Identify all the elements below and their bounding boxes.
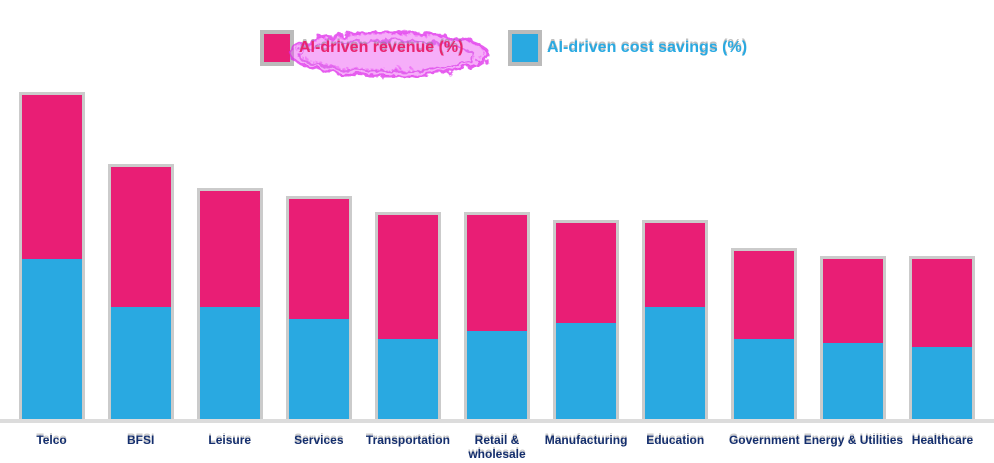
bar-segment-savings	[734, 339, 795, 419]
legend: AI-driven revenue (%) AI-driven cost sav…	[0, 30, 994, 78]
bar-column: Leisure	[185, 60, 274, 447]
bar-segment-savings	[823, 343, 884, 419]
category-label: Energy & Utilities	[803, 433, 904, 447]
legend-item-revenue: AI-driven revenue (%)	[264, 30, 490, 78]
legend-label-revenue: AI-driven revenue (%)	[299, 39, 464, 56]
stacked-bar	[645, 223, 706, 419]
bar-segment-savings	[199, 307, 260, 419]
bar-segment-savings	[21, 259, 82, 419]
bar-column: Healthcare	[898, 60, 987, 447]
bar-segment-revenue	[734, 251, 795, 339]
bar-segment-revenue	[823, 259, 884, 343]
plot-area: Telco BFSI Leisure Services Transportation Re…	[7, 60, 987, 461]
bar-column: Services	[274, 60, 363, 447]
category-label: Leisure	[208, 433, 252, 447]
category-label: BFSI	[126, 433, 155, 447]
bar-segment-savings	[912, 347, 973, 419]
legend-swatch-savings-icon	[512, 34, 538, 62]
bar-segment-revenue	[199, 191, 260, 307]
bar-segment-revenue	[288, 199, 349, 319]
stacked-bar	[912, 259, 973, 419]
bar-column: BFSI	[96, 60, 185, 447]
stacked-bar	[556, 223, 617, 419]
legend-item-savings: AI-driven cost savings (%)	[512, 33, 747, 63]
stacked-bar	[288, 199, 349, 419]
bar-column: Retail & wholesale	[452, 60, 541, 461]
category-label: Government	[728, 433, 800, 447]
stacked-bar	[21, 95, 82, 419]
bar-column: Education	[631, 60, 720, 447]
stacked-bar	[199, 191, 260, 419]
bar-segment-revenue	[467, 215, 528, 331]
bar-segment-revenue	[912, 259, 973, 347]
bar-column: Energy & Utilities	[804, 60, 903, 447]
x-axis-baseline	[0, 419, 994, 423]
bar-column: Telco	[7, 60, 96, 447]
legend-text-wrap-revenue: AI-driven revenue (%)	[288, 30, 490, 78]
category-label: Services	[294, 433, 344, 447]
legend-swatch-revenue-icon	[264, 34, 290, 62]
category-label: Manufacturing	[544, 433, 628, 447]
bar-segment-revenue	[645, 223, 706, 307]
bar-segment-revenue	[21, 95, 82, 259]
category-label: Education	[646, 433, 705, 447]
category-label: Telco	[36, 433, 67, 447]
stacked-bar	[467, 215, 528, 419]
legend-text-wrap-savings: AI-driven cost savings (%)	[547, 39, 747, 57]
category-label: Retail & wholesale	[468, 433, 526, 462]
bar-segment-revenue	[377, 215, 438, 339]
category-label: Healthcare	[911, 433, 974, 447]
bar-segment-savings	[110, 307, 171, 419]
bar-segment-savings	[467, 331, 528, 419]
bar-column: Transportation	[363, 60, 452, 447]
stacked-bar	[110, 167, 171, 419]
bar-column: Government	[720, 60, 809, 447]
bar-segment-savings	[377, 339, 438, 419]
legend-label-savings: AI-driven cost savings (%)	[547, 39, 748, 56]
stacked-bar	[823, 259, 884, 419]
bar-segment-revenue	[110, 167, 171, 307]
bar-segment-savings	[556, 323, 617, 419]
bar-column: Manufacturing	[542, 60, 631, 447]
stacked-bar	[377, 215, 438, 419]
category-label: Transportation	[365, 433, 450, 447]
bar-segment-revenue	[556, 223, 617, 323]
bar-segment-savings	[288, 319, 349, 419]
bar-segment-savings	[645, 307, 706, 419]
stacked-bar	[734, 251, 795, 419]
